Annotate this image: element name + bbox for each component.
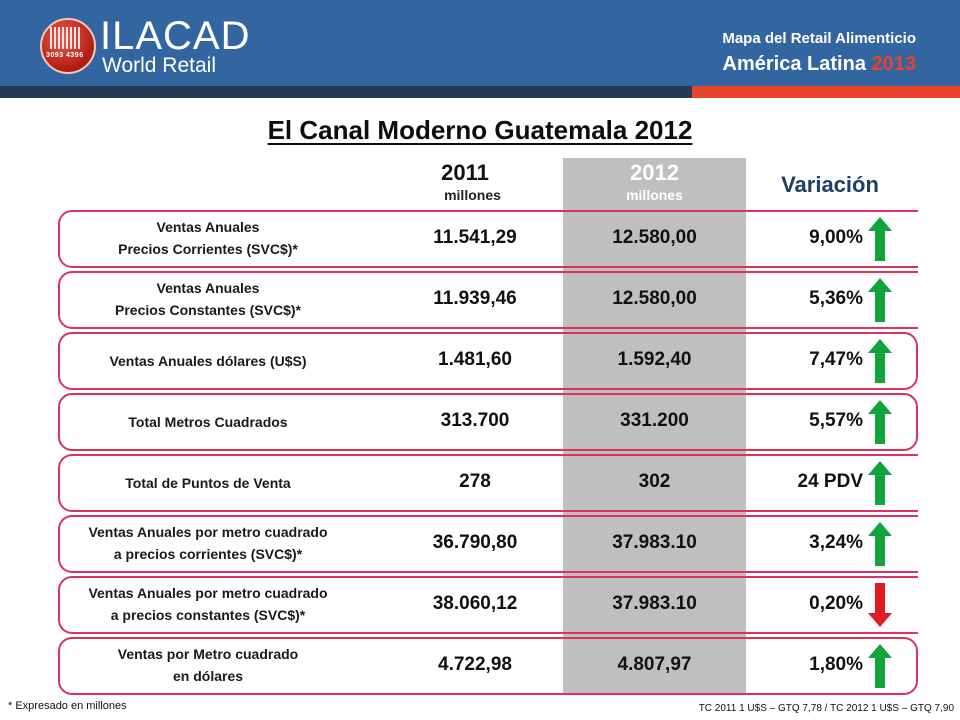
- value-2011: 11.541,29: [433, 227, 517, 248]
- value-2012: 302: [638, 471, 671, 492]
- table-row: Ventas Anuales dólares (U$S) 1.481,60 1.59…: [58, 332, 918, 390]
- row-label: Ventas Anuales dólares (U$S): [58, 350, 358, 372]
- value-2012: 331.200: [620, 410, 689, 431]
- value-2012: 37.983.10: [612, 532, 697, 553]
- table-row: Total Metros Cuadrados 313.700 331.200 5,57…: [58, 393, 918, 451]
- table-row: Ventas Anuales por metro cuadrado a preci…: [58, 576, 918, 634]
- header-subtitle-year: 2013: [871, 53, 917, 75]
- column-header-2011: 2011: [441, 160, 489, 185]
- arrow-up-icon: [868, 400, 892, 444]
- value-2011: 313.700: [440, 410, 510, 431]
- arrow-up-icon: [868, 522, 892, 566]
- row-label-line1: Ventas Anuales: [156, 280, 260, 296]
- footnote: * Expresado en millones: [8, 700, 127, 712]
- row-label: Total Metros Cuadrados: [58, 411, 358, 433]
- arrow-up-icon: [868, 217, 892, 261]
- value-2011: 38.060,12: [432, 593, 518, 614]
- header-subtitle-text: América Latina: [722, 53, 866, 75]
- row-label-line1: Ventas por Metro cuadrado: [117, 646, 299, 662]
- value-2012: 1.592,40: [617, 349, 692, 370]
- row-label-line1: Ventas Anuales dólares (U$S): [109, 353, 307, 369]
- arrow-up-icon: [868, 644, 892, 688]
- table-row: Ventas Anuales Precios Constantes (SVC$)*…: [58, 271, 918, 329]
- row-label-line2: a precios corrientes (SVC$)*: [113, 546, 303, 562]
- arrow-up-icon: [868, 461, 892, 505]
- variation-value: 0,20%: [809, 593, 863, 614]
- row-label-line2: a precios constantes (SVC$)*: [110, 607, 306, 623]
- row-label-line1: Ventas Anuales por metro cuadrado: [88, 585, 328, 601]
- value-2011: 11.939,46: [433, 288, 517, 309]
- variation-value: 7,47%: [809, 349, 863, 370]
- value-2012: 37.983.10: [612, 593, 697, 614]
- row-label-line1: Ventas Anuales: [156, 219, 260, 235]
- exchange-rate-note: TC 2011 1 U$S – GTQ 7,78 / TC 2012 1 U$S…: [698, 703, 954, 714]
- arrow-down-icon: [868, 583, 892, 627]
- row-label-line2: Precios Constantes (SVC$)*: [115, 302, 301, 318]
- row-label-line2: en dólares: [172, 668, 244, 684]
- column-unit-2012: millones: [626, 187, 683, 203]
- row-label-line1: Total Metros Cuadrados: [128, 414, 288, 430]
- value-2012: 4.807,97: [617, 654, 692, 675]
- row-frame: [58, 576, 918, 634]
- logo-name: ILACAD: [100, 14, 251, 58]
- table-row: Total de Puntos de Venta 278 302 24 PDV: [58, 454, 918, 512]
- page-title: El Canal Moderno Guatemala 2012: [267, 115, 693, 145]
- table-row: Ventas Anuales por metro cuadrado a preci…: [58, 515, 918, 573]
- variation-value: 5,36%: [809, 288, 863, 309]
- row-frame: [58, 210, 918, 268]
- row-frame: [58, 393, 918, 451]
- variation-value: 24 PDV: [797, 471, 863, 492]
- header-title: Mapa del Retail Alimenticio: [722, 30, 916, 47]
- row-label: Ventas por Metro cuadrado en dólares: [58, 643, 358, 687]
- row-label-line1: Total de Puntos de Venta: [125, 475, 291, 491]
- value-2011: 36.790,80: [432, 532, 518, 553]
- column-header-2012: 2012: [630, 160, 679, 185]
- value-2012: 12.580,00: [612, 288, 697, 309]
- logo-barcode-number: 3093 4396: [46, 52, 84, 59]
- column-unit-2011: millones: [444, 187, 501, 203]
- row-label: Ventas Anuales Precios Constantes (SVC$)*: [58, 277, 358, 321]
- row-frame: [58, 332, 918, 390]
- column-2012-background: [563, 158, 746, 693]
- row-frame: [58, 454, 918, 512]
- barcode-icon: [50, 27, 82, 49]
- value-2011: 4.722,98: [438, 654, 512, 675]
- header-red-strip: [692, 86, 960, 98]
- row-label: Ventas Anuales por metro cuadrado a preci…: [58, 582, 358, 626]
- column-header-variation: Variación: [781, 172, 879, 197]
- row-label-line1: Ventas Anuales por metro cuadrado: [88, 524, 328, 540]
- table-row: Ventas Anuales Precios Corrientes (SVC$)*…: [58, 210, 918, 268]
- table-row: Ventas por Metro cuadrado en dólares 4.722…: [58, 637, 918, 695]
- row-frame: [58, 271, 918, 329]
- value-2012: 12.580,00: [612, 227, 697, 248]
- arrow-up-icon: [868, 339, 892, 383]
- row-frame: [58, 515, 918, 573]
- header-subtitle: América Latina 2013: [723, 53, 916, 76]
- row-label: Ventas Anuales por metro cuadrado a preci…: [58, 521, 358, 565]
- value-2011: 1.481,60: [438, 349, 512, 370]
- row-label: Total de Puntos de Venta: [58, 472, 358, 494]
- arrow-up-icon: [868, 278, 892, 322]
- header-band: [0, 0, 960, 92]
- variation-value: 9,00%: [809, 227, 863, 248]
- row-frame: [58, 637, 918, 695]
- variation-value: 5,57%: [809, 410, 863, 431]
- value-2011: 278: [459, 471, 491, 492]
- row-label: Ventas Anuales Precios Corrientes (SVC$)*: [58, 216, 358, 260]
- row-label-line2: Precios Corrientes (SVC$)*: [118, 241, 298, 257]
- variation-value: 1,80%: [809, 654, 863, 675]
- variation-value: 3,24%: [809, 532, 863, 553]
- logo-subtitle: World Retail: [102, 54, 216, 77]
